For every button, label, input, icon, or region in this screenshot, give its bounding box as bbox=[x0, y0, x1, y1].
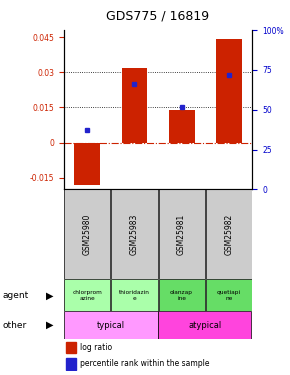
Text: GSM25983: GSM25983 bbox=[130, 214, 139, 255]
Text: olanzap
ine: olanzap ine bbox=[170, 290, 193, 301]
Text: atypical: atypical bbox=[188, 321, 222, 330]
Bar bbox=[122, 68, 147, 142]
Bar bbox=[216, 39, 242, 142]
Bar bbox=[66, 358, 76, 370]
Text: GSM25982: GSM25982 bbox=[224, 214, 233, 255]
Bar bbox=[75, 142, 100, 185]
Text: quetiapi
ne: quetiapi ne bbox=[217, 290, 241, 301]
Text: ▶: ▶ bbox=[46, 320, 53, 330]
Text: thioridazin
e: thioridazin e bbox=[119, 290, 150, 301]
Text: agent: agent bbox=[3, 291, 29, 300]
Bar bbox=[169, 110, 195, 142]
Text: other: other bbox=[3, 321, 27, 330]
Bar bbox=[64, 312, 157, 339]
Bar bbox=[111, 279, 157, 312]
Text: GDS775 / 16819: GDS775 / 16819 bbox=[106, 9, 210, 22]
Bar bbox=[66, 342, 76, 354]
Text: percentile rank within the sample: percentile rank within the sample bbox=[80, 360, 209, 369]
Bar bbox=[159, 279, 205, 312]
Bar bbox=[206, 189, 252, 279]
Bar bbox=[159, 189, 205, 279]
Text: GSM25981: GSM25981 bbox=[177, 214, 186, 255]
Text: log ratio: log ratio bbox=[80, 343, 112, 352]
Text: ▶: ▶ bbox=[46, 290, 53, 300]
Bar bbox=[64, 189, 110, 279]
Bar bbox=[206, 279, 252, 312]
Bar bbox=[111, 189, 157, 279]
Bar bbox=[64, 279, 110, 312]
Text: chlorprom
azine: chlorprom azine bbox=[72, 290, 102, 301]
Text: GSM25980: GSM25980 bbox=[83, 214, 92, 255]
Text: typical: typical bbox=[97, 321, 125, 330]
Bar bbox=[157, 312, 251, 339]
